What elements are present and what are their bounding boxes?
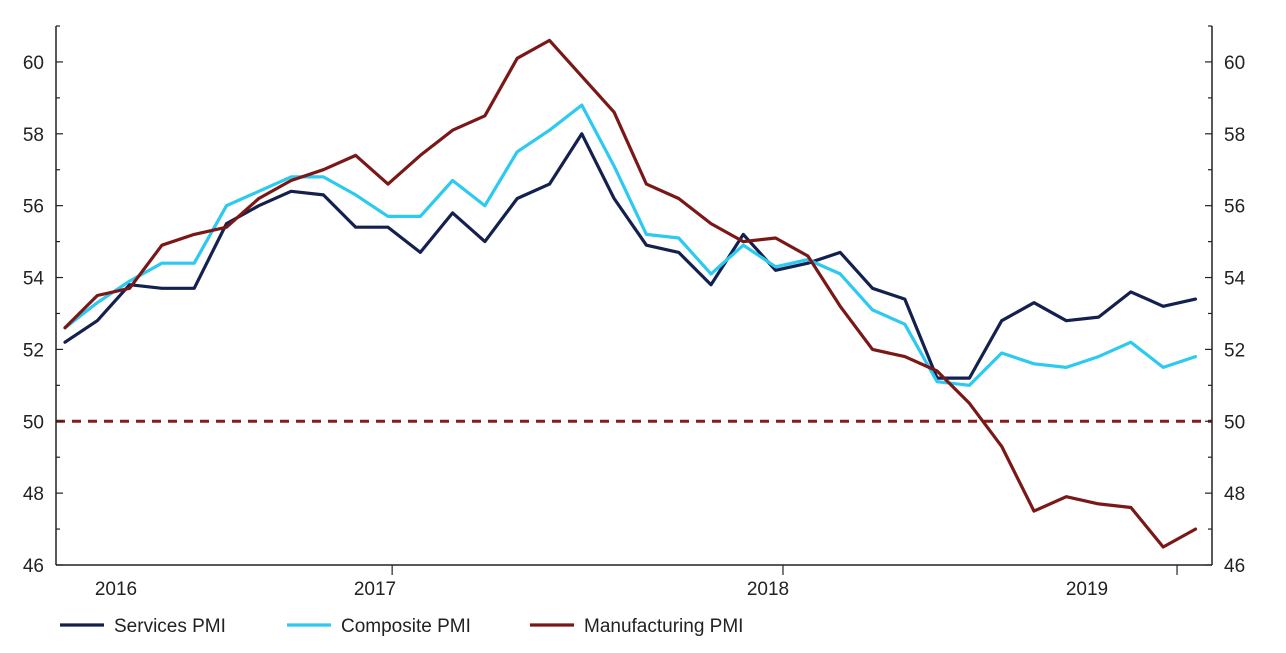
composite-pmi-line bbox=[63, 103, 1198, 387]
x-year-label: 2016 bbox=[95, 579, 137, 600]
right-y-tick-label: 54 bbox=[1224, 269, 1246, 290]
right-y-tick-label: 48 bbox=[1224, 484, 1245, 505]
right-y-tick-label: 58 bbox=[1224, 125, 1245, 146]
services-pmi-line bbox=[63, 132, 1198, 380]
composite-pmi-legend-label: Composite PMI bbox=[341, 616, 471, 637]
series-layer bbox=[63, 38, 1198, 549]
axes-layer: 46 46 48 48 50 50 52 52 54 54 56 56 58 58 60 60 bbox=[23, 25, 1246, 577]
x-year-labels: 2016 2017 2018 2019 bbox=[95, 579, 1108, 600]
services-pmi-legend-label: Services PMI bbox=[114, 616, 226, 637]
right-y-tick-label: 50 bbox=[1224, 412, 1245, 433]
right-y-tick-label: 56 bbox=[1224, 197, 1245, 218]
left-y-tick-label: 48 bbox=[23, 484, 44, 505]
manufacturing-pmi-line bbox=[63, 38, 1198, 549]
legend: Services PMI Composite PMI Manufacturing P… bbox=[60, 616, 743, 637]
right-y-tick-label: 46 bbox=[1224, 556, 1245, 577]
left-y-tick-label: 54 bbox=[23, 269, 45, 290]
right-y-tick-label: 52 bbox=[1224, 340, 1245, 361]
left-y-tick-label: 52 bbox=[23, 340, 44, 361]
left-y-tick-label: 60 bbox=[23, 53, 44, 74]
right-y-tick-label: 60 bbox=[1224, 53, 1245, 74]
left-y-tick-label: 46 bbox=[23, 556, 44, 577]
x-year-label: 2018 bbox=[747, 579, 789, 600]
left-y-tick-label: 56 bbox=[23, 197, 44, 218]
manufacturing-pmi-legend-label: Manufacturing PMI bbox=[584, 616, 743, 637]
left-y-tick-label: 50 bbox=[23, 412, 44, 433]
left-y-tick-label: 58 bbox=[23, 125, 44, 146]
x-year-label: 2017 bbox=[354, 579, 396, 600]
x-year-label: 2019 bbox=[1066, 579, 1108, 600]
